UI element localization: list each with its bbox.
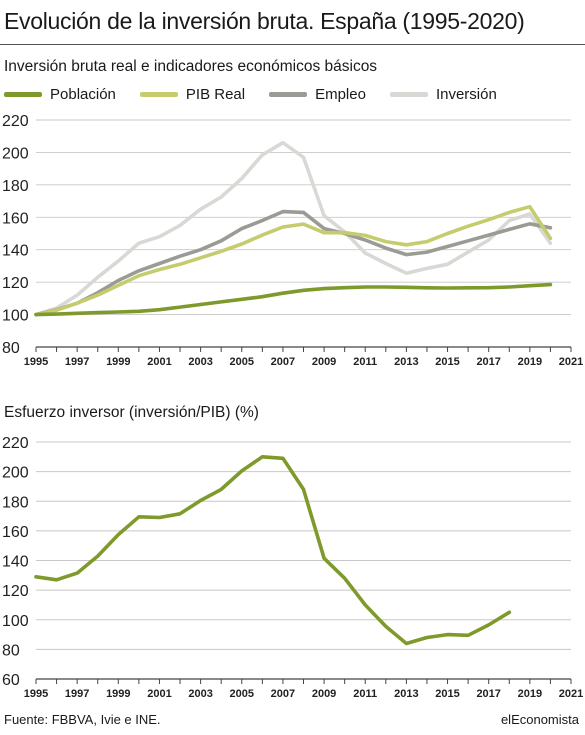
chart1-x-tick-label: 2015 [435,356,459,368]
chart2-title: Esfuerzo inversor (inversión/PIB) (%) [4,404,259,421]
chart1-y-tick-label: 80 [2,340,20,357]
chart1-x-tick-label: 2003 [188,356,212,368]
chart2-x-tick-label: 1999 [106,688,130,700]
chart1-y-tick-label: 140 [2,243,29,260]
chart2-y-tick-label: 120 [2,583,29,600]
chart2-x-tick-label: 2007 [271,688,295,700]
chart1-y-tick-label: 220 [2,113,29,130]
chart2-x-tick-label: 2015 [435,688,459,700]
chart1-x-tick-label: 2017 [476,356,500,368]
chart1-plot: 80 100 120 140 160 180 200 220 1995 1997 1999 2001 2… [2,113,583,368]
chart2-x-tick-label: 2013 [394,688,418,700]
chart2-y-tick-label: 80 [2,642,20,659]
chart2-x-tick-label: 2011 [353,688,377,700]
chart2-y-tick-label: 60 [2,672,20,689]
legend-item-empleo: Empleo [269,86,366,103]
chart2-y-tick-label: 140 [2,554,29,571]
chart2-y-tick-label: 160 [2,524,29,541]
chart2-x-tick-label: 1995 [24,688,48,700]
chart2-x-tick-label: 2017 [476,688,500,700]
chart2-series-line-series-0 [34,455,512,646]
chart2-x-tick-label: 2019 [518,688,542,700]
chart1-y-tick-label: 120 [2,275,29,292]
legend-item-pib-real: PIB Real [139,86,246,103]
chart2-y-tick-label: 100 [2,613,29,630]
chart1-series-line-empleo [34,209,553,317]
chart2-x-tick-label: 2001 [147,688,171,700]
chart1-y-tick-label: 180 [2,178,29,195]
source-note: Fuente: FBBVA, Ivie e INE. [4,712,161,727]
legend-label-inversion: Inversión [435,86,497,103]
chart1-y-tick-label: 200 [2,145,29,162]
chart1-x-tick-label: 1999 [106,356,130,368]
chart1-x-tick-label: 2019 [518,356,542,368]
title-divider [0,44,585,45]
legend-item-inversion: Inversión [389,86,497,103]
chart2-y-tick-label: 200 [2,465,29,482]
legend-label-poblacion: Población [50,86,116,103]
legend-swatch-empleo [269,92,308,97]
chart1-x-tick-label: 1997 [65,356,89,368]
chart1-x-tick-label: 2009 [312,356,336,368]
chart2-y-tick-label: 220 [2,435,29,452]
chart1-x-tick-label: 2005 [230,356,254,368]
legend-swatch-poblacion [4,92,42,97]
chart1-legend: Población PIB Real Empleo Inversión [4,86,521,103]
chart1-series-line-inversi-n [34,140,553,317]
chart2-x-tick-label: 2021 [559,688,583,700]
chart1-x-tick-label: 2007 [271,356,295,368]
chart2-y-tick-label: 180 [2,494,29,511]
chart2-x-tick-label: 1997 [65,688,89,700]
chart1-x-tick-label: 2013 [394,356,418,368]
page-title: Evolución de la inversión bruta. España … [4,8,525,34]
chart1-y-tick-label: 160 [2,210,29,227]
legend-label-empleo: Empleo [315,86,366,103]
chart1-x-tick-label: 1995 [24,356,48,368]
chart1-x-tick-label: 2021 [559,356,583,368]
chart2-x-tick-label: 2005 [230,688,254,700]
chart1-x-tick-label: 2011 [353,356,377,368]
chart1-title: Inversión bruta real e indicadores econó… [4,58,378,75]
chart1-x-tick-label: 2001 [147,356,171,368]
legend-label-pib-real: PIB Real [185,86,246,103]
chart1-series-line-pib-real [34,204,553,317]
chart1-series-line-poblaci-n [34,282,553,317]
chart2-x-tick-label: 2003 [188,688,212,700]
legend-swatch-inversion [389,92,428,97]
chart2-plot: 60 80 100 120 140 160 180 200 220 1995 1997 1999 200… [2,435,583,700]
brand-logo: elEconomista [500,712,579,727]
legend-swatch-pib-real [139,92,178,97]
legend-item-poblacion: Población [4,86,116,103]
chart1-y-tick-label: 100 [2,308,29,325]
chart2-x-tick-label: 2009 [312,688,336,700]
